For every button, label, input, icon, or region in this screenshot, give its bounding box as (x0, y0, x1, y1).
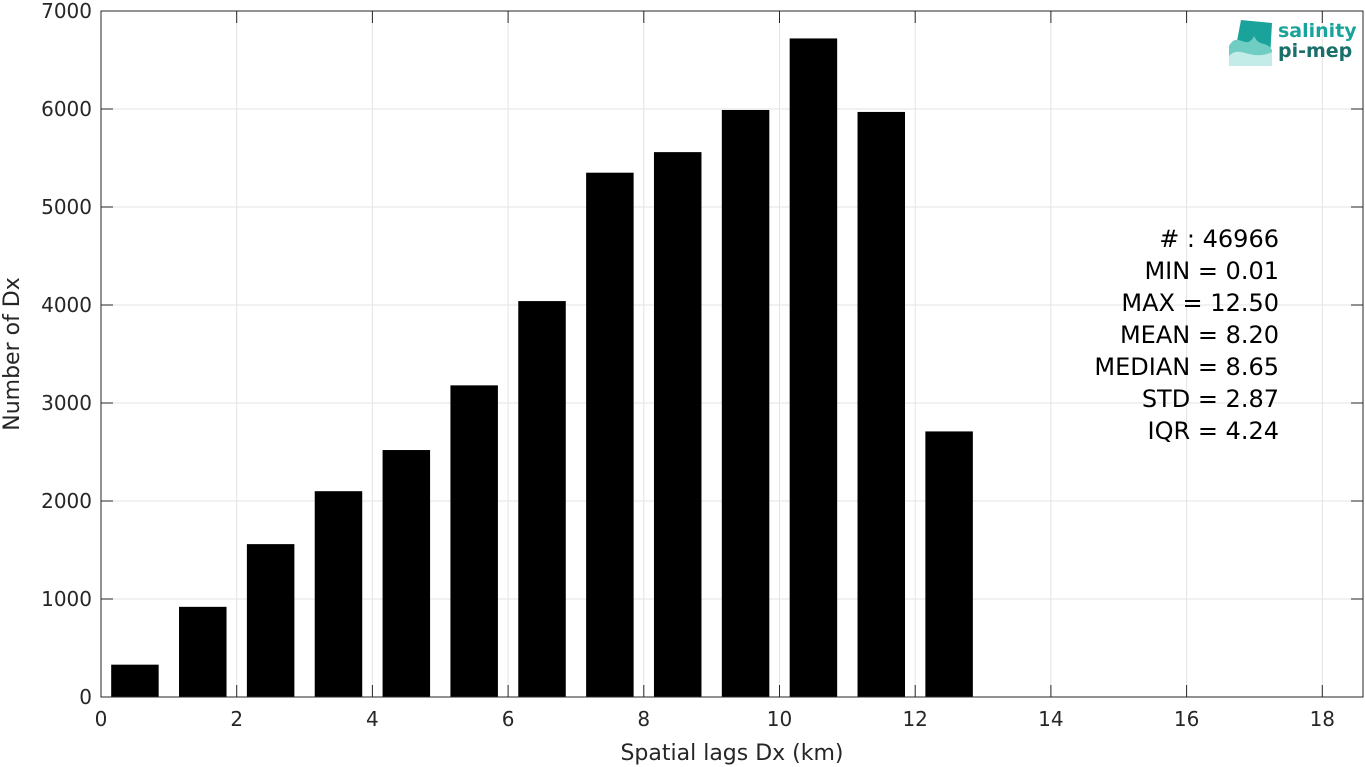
histogram-bars (111, 38, 973, 698)
histogram-bar (586, 172, 634, 697)
stats-line: IQR = 4.24 (1148, 417, 1279, 445)
histogram-bar (857, 111, 906, 697)
y-tick-labels: 0 1000 2000 3000 4000 5000 6000 7000 (41, 0, 92, 709)
x-tick-label: 16 (1174, 707, 1199, 731)
x-tick-label: 2 (230, 707, 243, 731)
histogram-bar (246, 544, 295, 697)
y-axis-title: Number of Dx (0, 277, 25, 431)
y-tick-label: 5000 (41, 195, 92, 219)
x-tick-label: 18 (1310, 707, 1335, 731)
logo-text-pi-mep: pi-mep (1278, 40, 1352, 62)
histogram-bar (518, 301, 566, 697)
logo-wave-icon (1229, 20, 1272, 66)
x-tick-label: 14 (1038, 707, 1063, 731)
stats-line: MEAN = 8.20 (1120, 321, 1279, 349)
histogram-bar (382, 450, 431, 697)
histogram-bar (314, 491, 363, 697)
x-tick-label: 10 (767, 707, 792, 731)
y-tick-label: 2000 (41, 489, 92, 513)
x-tick-label: 6 (502, 707, 515, 731)
plot-frame (100, 10, 1364, 698)
x-tick-label: 12 (902, 707, 927, 731)
histogram-bar (653, 152, 702, 697)
salinity-pi-mep-logo: salinity pi-mep (1229, 20, 1357, 66)
histogram-bar (111, 664, 159, 697)
histogram-bar (925, 431, 973, 697)
x-tick-label: 4 (366, 707, 379, 731)
y-tick-label: 6000 (41, 97, 92, 121)
histogram-bar (721, 109, 770, 698)
stats-line: MEDIAN = 8.65 (1094, 353, 1279, 381)
y-tick-label: 4000 (41, 293, 92, 317)
y-tick-label: 1000 (41, 587, 92, 611)
y-tick-label: 7000 (41, 0, 92, 23)
stats-line: # : 46966 (1159, 225, 1279, 253)
stats-line: MIN = 0.01 (1144, 257, 1279, 285)
histogram-bar (450, 385, 498, 697)
histogram-bar (789, 38, 838, 697)
x-tick-label: 8 (637, 707, 650, 731)
logo-text-salinity: salinity (1278, 20, 1357, 42)
y-tick-label: 3000 (41, 391, 92, 415)
x-tick-labels: 0 2 4 6 8 10 12 14 16 18 (95, 707, 1335, 731)
x-tick-label: 0 (95, 707, 108, 731)
histogram-bar (179, 606, 227, 697)
stats-line: STD = 2.87 (1142, 385, 1279, 413)
y-tick-label: 0 (79, 685, 92, 709)
stats-line: MAX = 12.50 (1121, 289, 1279, 317)
statistics-annotation: # : 46966 MIN = 0.01 MAX = 12.50 MEAN = 8.2… (1094, 225, 1279, 445)
x-axis-title: Spatial lags Dx (km) (620, 741, 843, 766)
axis-ticks (100, 10, 1363, 698)
